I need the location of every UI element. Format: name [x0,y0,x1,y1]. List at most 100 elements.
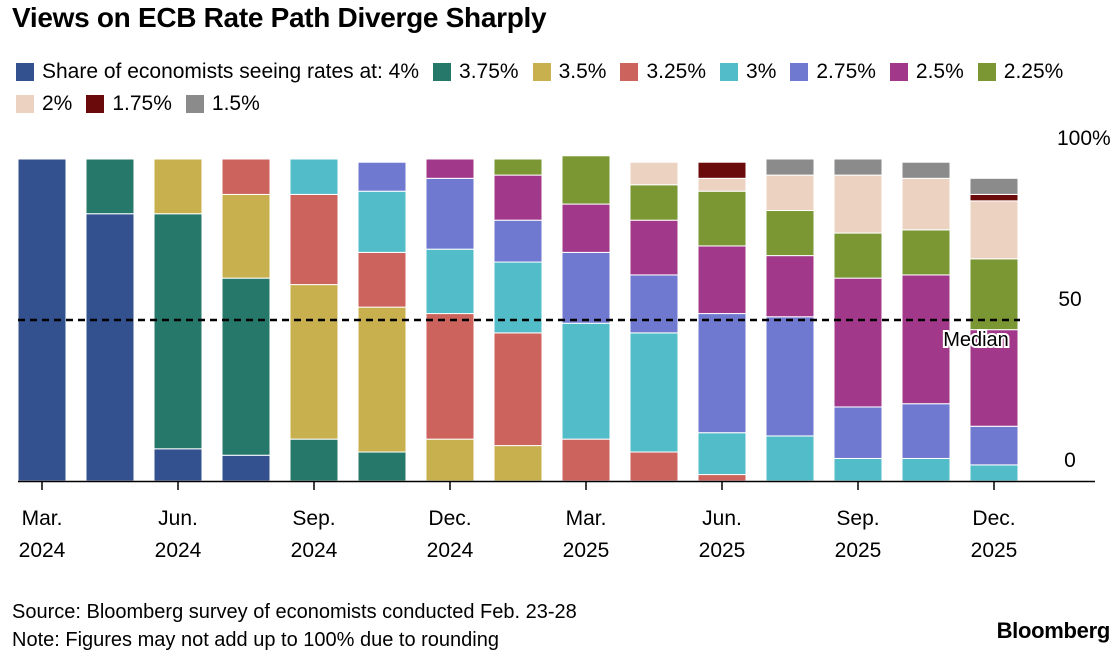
bar-segment [629,274,679,334]
chart-footer: Source: Bloomberg survey of economists c… [12,598,577,654]
bar-segment [221,277,271,456]
legend-item: Share of economists seeing rates at: 4% [16,58,419,86]
bar-segment [833,277,883,408]
bar-segment [765,316,815,437]
bar-segment [833,232,883,279]
bar-segment [357,306,407,453]
x-tick-label-month: Dec. [972,507,1015,530]
bar-segment [901,161,951,179]
bar-segment [85,158,135,215]
x-tick-label-year: 2025 [971,539,1018,562]
bar-segment [697,432,747,476]
x-tick-label-year: 2025 [835,539,882,562]
bar-segment [901,274,951,405]
legend-label: Share of economists seeing rates at: 4% [42,60,420,83]
stacked-bar-chart: Mar. 2024 Jun. 2024 Sep. 2024 Dec. 2024 Mar. 2025… [17,127,1111,562]
x-tick-label-year: 2025 [563,539,610,562]
legend-swatch [620,63,639,81]
bar-segment [357,190,407,253]
y-tick-label: 50 [1058,288,1081,311]
x-tick-label-month: Mar. [22,507,63,530]
bar-segment [833,174,883,234]
bar-segment [901,177,951,231]
bar-segment [629,184,679,221]
legend-item: 2% [16,90,72,118]
bar-segment [901,457,951,482]
bar-segment [765,210,815,257]
legend-label: 3.5% [558,60,607,83]
legend-label: 3% [746,60,777,83]
bar-segment [153,158,203,215]
legend-swatch [790,63,809,81]
bar-segment [765,255,815,318]
bar-segment [697,245,747,315]
bar-segment [765,158,815,176]
bar-segment [629,219,679,276]
bar-segment [493,261,543,334]
x-tick-label-month: Jun. [702,507,742,530]
bar-segment [697,190,747,247]
bar-segment [629,332,679,453]
bar-segment [289,284,339,440]
bar-segment [85,213,135,482]
bar-segment [561,438,611,482]
bar-segment [289,193,339,286]
bar-segment [153,213,203,450]
bar-segment [629,161,679,186]
legend-item: 2.25% [977,58,1063,86]
rounding-note: Note: Figures may not add up to 100% due… [12,629,499,651]
legend-item: 3.25% [620,58,706,86]
bar-segment [833,406,883,459]
legend-label: 1.5% [211,92,260,115]
bar-segment [969,464,1019,482]
legend-swatch [720,63,739,81]
bar-segment [221,158,271,195]
bar-segment [425,313,475,440]
chart-title: Views on ECB Rate Path Diverge Sharply [12,2,547,33]
bar-segment [697,313,747,434]
x-tick-label-year: 2024 [19,539,66,562]
bar-segment [697,177,747,192]
bar-segment [969,258,1019,331]
bar-segment [629,451,679,482]
legend-item: 2.75% [790,58,876,86]
x-tick-label-year: 2024 [291,539,338,562]
bar-segment [425,158,475,179]
legend-swatch [977,63,996,81]
x-tick-label-month: Sep. [836,507,879,530]
legend-item: 1.5% [185,90,260,118]
bar-segment [357,251,407,308]
bar-segment [221,454,271,482]
bar-segment [493,219,543,263]
median-label: Median [943,329,1009,351]
legend-item: 3% [720,58,776,86]
legend-swatch [185,95,204,113]
x-tick-label-year: 2025 [699,539,746,562]
bar-segment [425,438,475,482]
bar-segment [765,174,815,212]
legend-swatch [16,63,34,81]
bar-segment [493,332,543,447]
bar-segment [561,203,611,253]
bar-segment [221,193,271,279]
legend-swatch [433,63,452,81]
bar-segment [969,193,1019,202]
x-tick-label-year: 2024 [427,539,474,562]
bar-segment [901,229,951,276]
bar-segment [561,155,611,205]
bar-segment [425,248,475,315]
bar-segment [357,451,407,482]
bar-segment [425,177,475,250]
bar-segment [493,174,543,221]
y-tick-label: 100% [1057,127,1111,150]
x-tick-label-year: 2024 [155,539,202,562]
bar-segment [969,177,1019,195]
bar-segment [561,322,611,440]
legend-swatch [889,63,908,81]
legend-label: 2.5% [915,60,964,83]
legend-label: 2% [42,92,73,115]
bar-segment [969,200,1019,260]
bar-segment [153,448,203,482]
y-tick-label: 0 [1064,449,1076,472]
bar-segment [901,403,951,459]
